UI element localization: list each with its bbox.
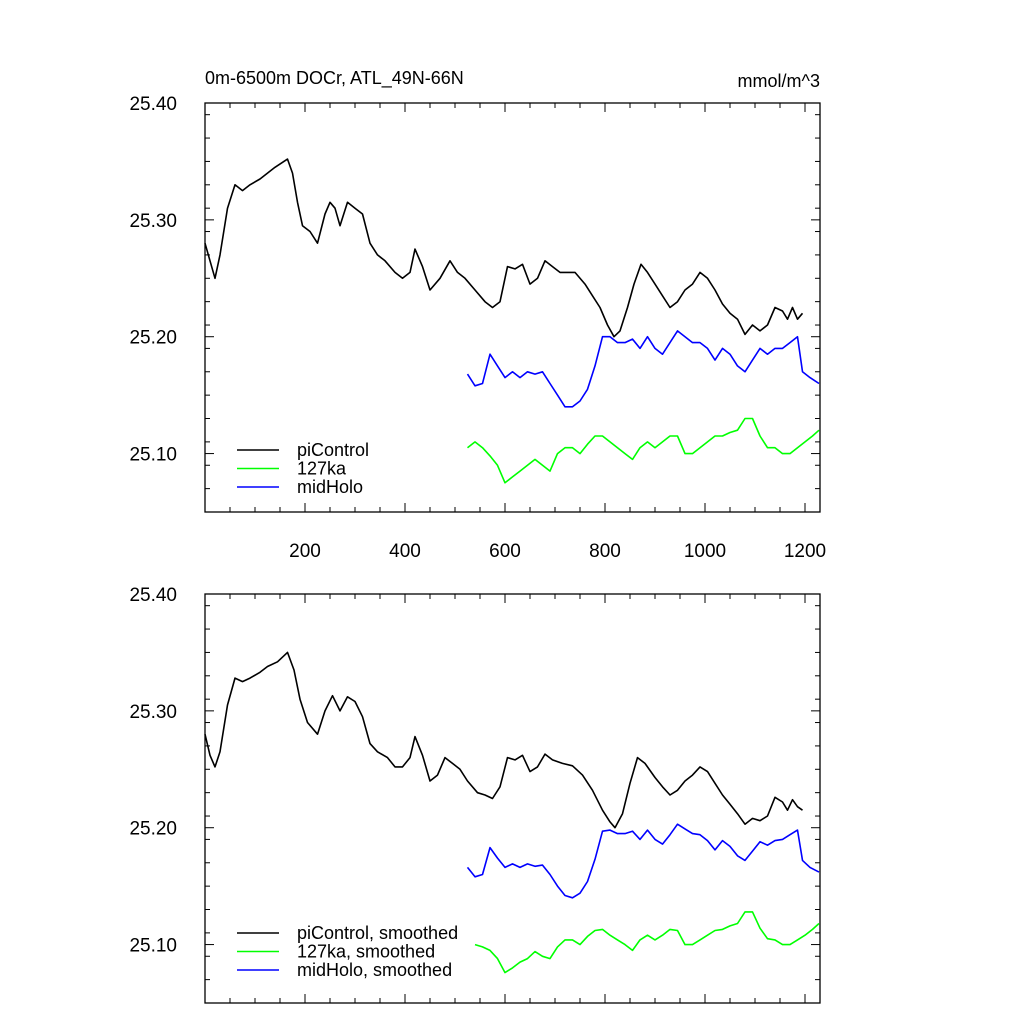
y-tick-label: 25.30: [129, 702, 177, 723]
legend-label: 127ka: [297, 459, 347, 479]
y-tick-label: 25.10: [129, 936, 177, 957]
series-line: [474, 911, 820, 974]
y-tick-label: 25.10: [129, 445, 177, 466]
legend-label: piControl: [297, 440, 369, 460]
x-tick-label: 600: [489, 541, 521, 562]
y-tick-label: 25.20: [129, 328, 177, 349]
x-tick-label: 1200: [784, 541, 826, 562]
legend-label: piControl, smoothed: [297, 923, 458, 943]
series-line: [204, 651, 803, 829]
y-tick-label: 25.40: [129, 94, 177, 115]
top-panel: 25.10 25.20 25.30 25.40 200 400 600 800 1000 1200…: [129, 94, 826, 562]
x-tick-label: 1000: [684, 541, 726, 562]
bottom-panel: 25.10 25.20 25.30 25.40 piControl, smoothed1…: [129, 585, 821, 1004]
x-tick-label: 400: [389, 541, 421, 562]
legend-label: midHolo: [297, 477, 363, 497]
plot-frame: [204, 102, 821, 513]
units-label: mmol/m^3: [738, 71, 820, 91]
legend-label: midHolo, smoothed: [297, 960, 452, 980]
y-tick-label: 25.30: [129, 211, 177, 232]
series-line: [466, 823, 820, 899]
x-tick-label: 800: [589, 541, 621, 562]
legend-label: 127ka, smoothed: [297, 942, 435, 962]
chart-title: 0m-6500m DOCr, ATL_49N-66N: [205, 68, 464, 89]
y-tick-label: 25.20: [129, 819, 177, 840]
series-line: [466, 330, 820, 408]
series-line: [204, 158, 804, 338]
y-tick-label: 25.40: [129, 585, 177, 606]
series-line: [467, 417, 820, 484]
plot-frame: [204, 593, 821, 1004]
x-tick-label: 200: [289, 541, 321, 562]
